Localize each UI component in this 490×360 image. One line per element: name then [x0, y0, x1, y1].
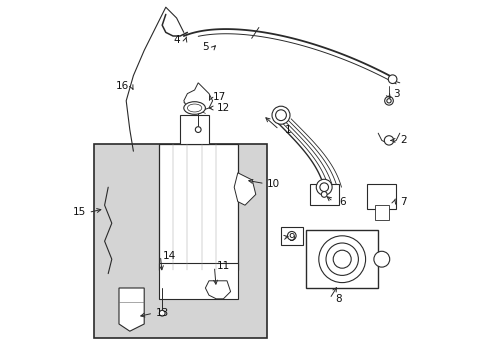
Text: 9: 9: [289, 233, 295, 243]
Text: 14: 14: [163, 251, 176, 261]
Text: 8: 8: [335, 294, 342, 304]
Bar: [310, 184, 339, 205]
Text: 2: 2: [400, 135, 407, 145]
Ellipse shape: [184, 102, 205, 114]
Text: 3: 3: [393, 89, 399, 99]
Circle shape: [316, 179, 332, 195]
Text: 16: 16: [116, 81, 129, 91]
Circle shape: [196, 127, 201, 132]
Bar: [180, 115, 209, 144]
Ellipse shape: [187, 104, 202, 112]
Bar: [306, 230, 378, 288]
Circle shape: [387, 99, 391, 103]
Circle shape: [159, 310, 165, 316]
Polygon shape: [184, 83, 213, 112]
Circle shape: [272, 106, 290, 124]
Text: 7: 7: [400, 197, 407, 207]
Circle shape: [288, 231, 296, 240]
Polygon shape: [205, 281, 231, 299]
Polygon shape: [234, 173, 256, 205]
Text: 17: 17: [213, 92, 226, 102]
Circle shape: [388, 75, 397, 84]
Text: 15: 15: [73, 207, 86, 217]
Text: 12: 12: [217, 103, 230, 113]
Text: 13: 13: [156, 308, 169, 318]
Bar: [159, 263, 238, 299]
Bar: [374, 205, 389, 220]
Circle shape: [319, 236, 366, 283]
Bar: [159, 144, 238, 270]
Bar: [281, 227, 303, 245]
Circle shape: [321, 192, 327, 197]
Bar: [368, 184, 396, 209]
Text: 6: 6: [339, 197, 345, 207]
Circle shape: [326, 243, 358, 275]
Text: 5: 5: [202, 42, 209, 52]
Text: 4: 4: [173, 35, 180, 45]
Text: 1: 1: [285, 125, 292, 135]
Circle shape: [333, 250, 351, 268]
Circle shape: [385, 96, 393, 105]
Bar: [94, 144, 267, 338]
Circle shape: [374, 251, 390, 267]
Text: 11: 11: [217, 261, 230, 271]
Text: 10: 10: [267, 179, 280, 189]
Circle shape: [384, 136, 393, 145]
Circle shape: [275, 110, 286, 121]
Circle shape: [320, 183, 328, 192]
Polygon shape: [119, 288, 144, 331]
